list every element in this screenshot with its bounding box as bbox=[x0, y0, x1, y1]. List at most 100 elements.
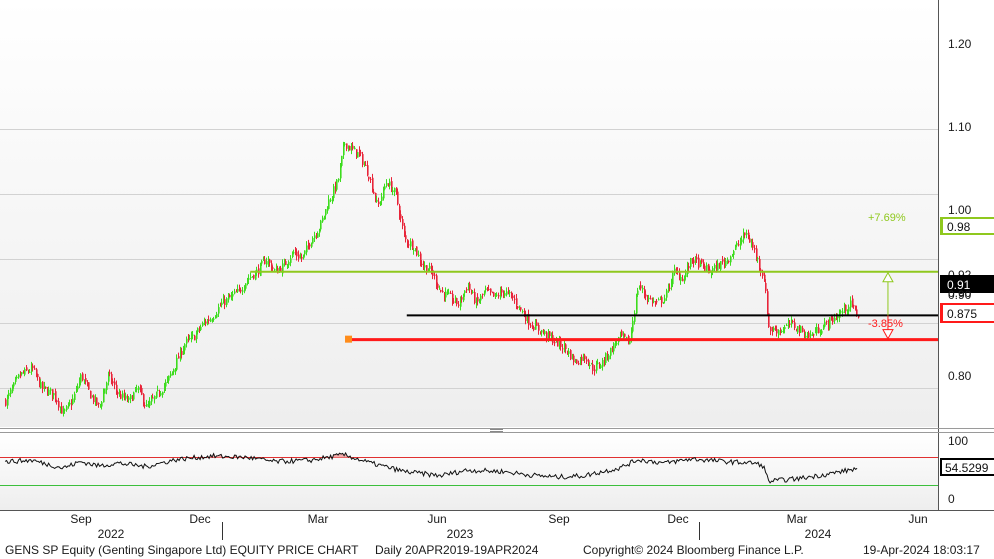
candle-body bbox=[165, 382, 167, 387]
candle-body bbox=[780, 330, 782, 332]
candle-body bbox=[655, 301, 657, 303]
panel-resize-handle[interactable] bbox=[490, 429, 503, 432]
candle-body bbox=[343, 145, 345, 156]
candle-body bbox=[413, 250, 415, 252]
candle-body bbox=[215, 316, 217, 318]
candle-body bbox=[770, 327, 772, 332]
candle-body bbox=[482, 293, 484, 295]
candle-body bbox=[359, 150, 361, 154]
candle-body bbox=[661, 297, 663, 304]
candle-body bbox=[176, 357, 178, 370]
candle-body bbox=[493, 292, 495, 297]
candle-body bbox=[528, 314, 530, 326]
candle-body bbox=[207, 319, 209, 325]
footer-timestamp: 19-Apr-2024 18:03:17 bbox=[863, 543, 980, 557]
candle-body bbox=[322, 217, 324, 222]
candle-body bbox=[724, 261, 726, 265]
candle-body bbox=[248, 278, 250, 280]
candle-body bbox=[834, 317, 836, 321]
candle-body bbox=[224, 299, 226, 306]
candle-body bbox=[392, 190, 394, 193]
candle-body bbox=[698, 257, 700, 268]
candle-body bbox=[69, 402, 71, 405]
candle-body bbox=[738, 244, 740, 246]
candle-body bbox=[765, 282, 767, 291]
candle-body bbox=[316, 235, 318, 237]
candle-body bbox=[468, 285, 470, 291]
candle-body bbox=[434, 274, 436, 276]
candle-body bbox=[84, 379, 86, 381]
candle-body bbox=[237, 288, 239, 292]
candle-body bbox=[98, 403, 100, 405]
candle-body bbox=[306, 245, 308, 253]
candle-body bbox=[575, 360, 577, 362]
candle-body bbox=[496, 294, 498, 296]
candle-body bbox=[309, 244, 311, 247]
candle-body bbox=[116, 384, 118, 391]
candle-body bbox=[141, 387, 143, 395]
candle-body bbox=[632, 320, 634, 332]
candle-body bbox=[282, 263, 284, 274]
candle-body bbox=[687, 266, 689, 275]
candle-body bbox=[594, 369, 596, 372]
candle-body bbox=[42, 381, 44, 390]
candle-body bbox=[578, 363, 580, 365]
candle-body bbox=[525, 314, 527, 322]
candle-body bbox=[261, 260, 263, 264]
candle-body bbox=[156, 391, 158, 398]
candle-body bbox=[292, 252, 294, 258]
candle-body bbox=[844, 305, 846, 312]
candle-body bbox=[736, 243, 738, 246]
candle-body bbox=[79, 380, 81, 387]
candle-body bbox=[269, 259, 271, 263]
candle-body bbox=[340, 166, 342, 179]
candle-body bbox=[535, 323, 537, 330]
candle-body bbox=[423, 263, 425, 267]
candle-body bbox=[20, 375, 22, 377]
candle-body bbox=[807, 334, 809, 338]
candle-body bbox=[53, 393, 55, 396]
candle-body bbox=[58, 400, 60, 408]
candle-body bbox=[588, 360, 590, 365]
rsi-line bbox=[4, 451, 858, 484]
candle-body bbox=[759, 258, 761, 268]
candle-body bbox=[503, 290, 505, 295]
candle-body bbox=[581, 356, 583, 361]
candle-body bbox=[532, 325, 534, 328]
candle-body bbox=[613, 343, 615, 352]
candle-body bbox=[608, 355, 610, 360]
rsi-value-box: 54.5299 bbox=[940, 458, 994, 476]
candle-body bbox=[255, 271, 257, 280]
candle-body bbox=[472, 291, 474, 293]
candle-body bbox=[848, 306, 850, 312]
candle-body bbox=[127, 396, 129, 402]
candle-body bbox=[516, 298, 518, 306]
candle-body bbox=[373, 191, 375, 194]
candle-body bbox=[351, 146, 353, 151]
candle-body bbox=[87, 383, 89, 385]
candle-body bbox=[253, 274, 255, 279]
candle-body bbox=[485, 288, 487, 290]
candle-body bbox=[514, 298, 516, 300]
candle-body bbox=[650, 298, 652, 300]
support-value-box: 0.875 bbox=[940, 303, 994, 323]
candle-body bbox=[407, 239, 409, 244]
candle-body bbox=[231, 294, 233, 298]
candle-body bbox=[461, 297, 463, 300]
candle-body bbox=[730, 256, 732, 263]
candle-body bbox=[405, 235, 407, 240]
candle-body bbox=[151, 399, 153, 402]
candle-body bbox=[580, 357, 582, 365]
candle-body bbox=[183, 349, 185, 354]
candle-body bbox=[92, 396, 94, 398]
candle-body bbox=[778, 330, 780, 336]
candle-body bbox=[332, 196, 334, 202]
candle-body bbox=[586, 359, 588, 362]
candle-body bbox=[268, 260, 270, 263]
footer-date-range: Daily 20APR2019-19APR2024 bbox=[375, 543, 539, 557]
candle-body bbox=[688, 266, 690, 269]
candle-body bbox=[333, 186, 335, 199]
candle-body bbox=[263, 259, 265, 261]
candle-body bbox=[308, 244, 310, 246]
candle-body bbox=[439, 288, 441, 290]
